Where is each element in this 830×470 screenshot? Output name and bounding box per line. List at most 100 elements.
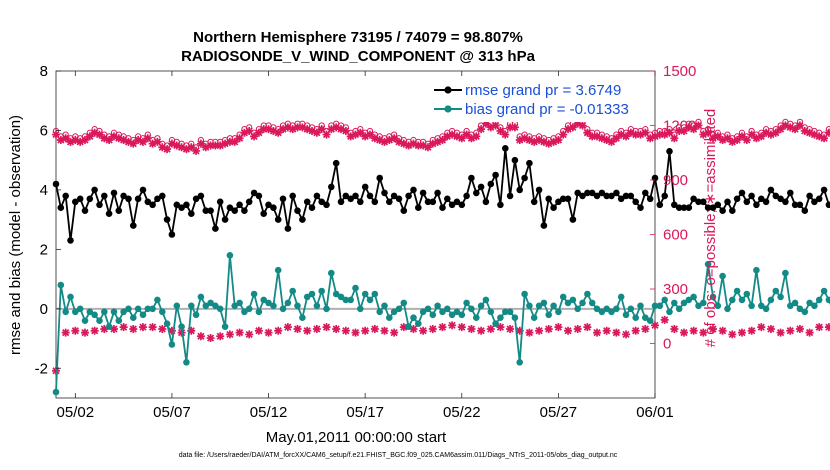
bias-point — [207, 299, 214, 307]
obs-low-point — [757, 323, 766, 332]
obs-assimilated-point — [230, 137, 239, 146]
obs-assimilated-point — [544, 139, 553, 148]
bias-point — [473, 314, 480, 322]
bias-point — [535, 302, 543, 310]
obs-low-point — [583, 323, 592, 332]
rmse-point — [608, 192, 615, 200]
obs-possible-point — [608, 135, 615, 142]
bias-point — [743, 290, 751, 298]
obs-possible-point — [192, 144, 200, 151]
bias-point — [675, 305, 683, 313]
rmse-point — [559, 195, 567, 203]
obs-low-point — [573, 324, 582, 333]
obs-assimilated-point — [409, 139, 418, 148]
obs-possible-point — [560, 127, 567, 135]
bias-point — [226, 252, 234, 259]
rmse-point — [666, 148, 673, 155]
obs-assimilated-point — [288, 125, 297, 134]
obs-possible-point — [106, 133, 113, 140]
rmse-point — [168, 231, 176, 238]
rmse-point — [796, 201, 804, 209]
bias-point — [81, 317, 89, 325]
obs-possible-point — [695, 118, 702, 125]
obs-possible-point — [275, 126, 282, 133]
rmse-point — [149, 201, 156, 209]
obs-assimilated-point — [776, 125, 785, 134]
obs-assimilated-point — [631, 130, 640, 139]
obs-possible-point — [391, 131, 398, 138]
bias-point — [241, 308, 248, 316]
obs-assimilated-point — [196, 139, 205, 148]
rmse-point — [159, 192, 166, 200]
obs-assimilated-point — [766, 130, 775, 139]
rmse-point — [183, 201, 190, 209]
obs-assimilated-point — [573, 119, 582, 128]
obs-low-point — [670, 324, 679, 333]
rmse-point — [381, 189, 388, 197]
bias-point — [332, 290, 340, 298]
bias-point — [738, 296, 746, 304]
y-axis-right-label: # of obs: o=possible; ∗=assimilated — [702, 109, 719, 348]
obs-possible-point — [777, 122, 784, 129]
obs-assimilated-point — [71, 136, 80, 145]
bias-point — [502, 308, 509, 316]
obs-possible-point — [313, 126, 320, 133]
plot-area — [55, 70, 656, 399]
obs-assimilated-point — [105, 136, 114, 145]
obs-low-point — [370, 324, 379, 333]
obs-assimilated-point — [800, 126, 809, 135]
obs-low-point — [651, 321, 659, 330]
bias-point — [637, 302, 644, 310]
bias-point — [192, 311, 200, 319]
obs-low-point — [737, 328, 746, 337]
obs-assimilated-point — [481, 119, 490, 128]
obs-low-point — [196, 332, 205, 341]
rmse-point — [468, 174, 475, 182]
obs-assimilated-point — [506, 123, 515, 132]
obs-low-point — [708, 324, 717, 333]
obs-assimilated-point — [124, 137, 133, 146]
bias-point — [545, 311, 552, 319]
rmse-point — [782, 198, 789, 206]
obs-possible-point — [734, 133, 741, 140]
bias-point — [294, 302, 301, 310]
bias-point — [613, 305, 620, 313]
bias-point — [188, 302, 195, 310]
bias-point — [318, 287, 326, 295]
obs-assimilated-point — [240, 128, 249, 137]
rmse-point — [593, 192, 601, 200]
bias-point — [395, 305, 403, 313]
obs-low-point — [148, 323, 157, 332]
obs-low-point — [399, 323, 408, 332]
rmse-point — [110, 189, 118, 197]
bias-point — [468, 305, 475, 313]
obs-assimilated-point — [283, 123, 292, 132]
rmse-point — [178, 204, 185, 211]
rmse-point — [753, 201, 760, 209]
obs-possible-point — [236, 131, 243, 138]
obs-assimilated-point — [660, 130, 669, 139]
bias-point — [236, 299, 243, 307]
obs-possible-point — [477, 122, 485, 129]
obs-possible-point — [458, 131, 465, 138]
obs-assimilated-point — [723, 134, 732, 143]
chart-subtitle: RADIOSONDE_V_WIND_COMPONENT @ 313 hPa — [181, 48, 536, 65]
obs-low-point — [380, 326, 389, 335]
obs-low-point — [61, 328, 70, 337]
obs-low-point — [206, 334, 215, 343]
legend-rmse-label: rmse grand pr = 3.6749 — [465, 82, 621, 99]
obs-assimilated-point — [259, 125, 268, 134]
bias-point — [347, 296, 355, 304]
obs-assimilated-point — [737, 132, 746, 141]
rmse-point — [516, 186, 523, 194]
rmse-point — [57, 204, 65, 211]
obs-assimilated-point — [356, 128, 365, 137]
obs-assimilated-point — [786, 123, 795, 132]
obs-assimilated-point — [308, 126, 317, 135]
obs-low-point — [187, 326, 196, 335]
obs-assimilated-point — [100, 134, 109, 143]
x-tick-label: 05/07 — [153, 404, 191, 421]
rmse-point — [52, 180, 60, 188]
obs-assimilated-point — [554, 136, 563, 145]
obs-low-point — [109, 324, 118, 333]
